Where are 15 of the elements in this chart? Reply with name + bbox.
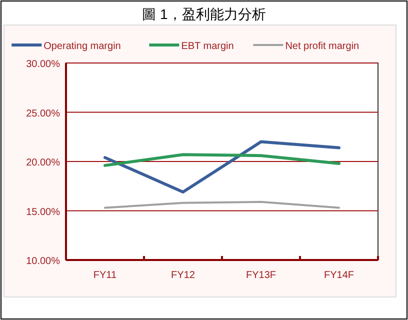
y-tick-label: 15.00% bbox=[26, 206, 60, 218]
x-tick-label: FY11 bbox=[93, 270, 118, 281]
x-tick-label: FY13F bbox=[246, 270, 276, 281]
line-series bbox=[104, 153, 340, 167]
legend-label: EBT margin bbox=[181, 41, 234, 52]
y-tick-label: 20.00% bbox=[26, 158, 60, 168]
line-series bbox=[104, 140, 340, 194]
y-tick-label: 25.00% bbox=[26, 108, 60, 120]
x-tick-label: FY12 bbox=[171, 270, 196, 281]
y-tick-label: 30.00% bbox=[26, 59, 60, 70]
legend-label: Net profit margin bbox=[285, 41, 360, 52]
x-tick-label: FY14F bbox=[324, 270, 354, 281]
chart-title: 圖 1，盈利能力分析 bbox=[142, 6, 266, 22]
y-tick-label: 10.00% bbox=[26, 256, 60, 267]
legend-label: Operating margin bbox=[44, 41, 121, 52]
